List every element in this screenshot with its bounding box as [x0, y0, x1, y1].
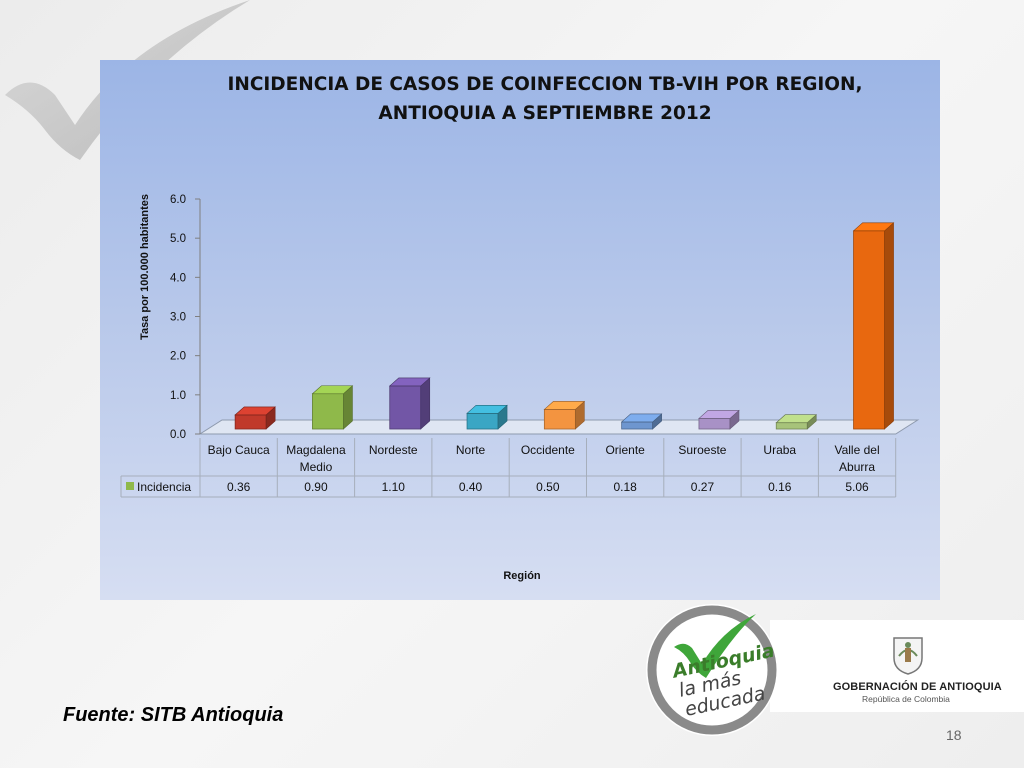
antioquia-badge-logo: Antioquia la más educada [646, 604, 778, 736]
data-value-label: 1.10 [382, 480, 406, 494]
x-category-label: Magdalena [286, 443, 346, 457]
x-category-label: Norte [456, 443, 486, 457]
source-note: Fuente: SITB Antioquia [63, 704, 284, 726]
x-category-label: Oriente [605, 443, 645, 457]
x-category-label: Suroeste [678, 443, 726, 457]
y-tick-label: 4.0 [170, 272, 186, 284]
y-tick-label: 3.0 [170, 312, 186, 324]
x-category-label: Uraba [763, 443, 796, 457]
bar-top [543, 401, 586, 410]
bar-top [620, 413, 663, 423]
x-category-label: Occidente [521, 443, 575, 457]
bar [389, 385, 422, 430]
government-seal-icon [893, 637, 923, 675]
bar [466, 412, 499, 430]
bar-side [420, 377, 431, 430]
data-value-label: 5.06 [845, 480, 869, 494]
y-tick-label: 1.0 [170, 390, 186, 402]
data-value-label: 0.16 [768, 480, 792, 494]
bar [853, 230, 885, 430]
chart-title-line-1: INCIDENCIA DE CASOS DE COINFECCION TB-VI… [227, 74, 863, 95]
government-name: GOBERNACIÓN DE ANTIOQUIA [833, 681, 1002, 693]
data-value-label: 0.90 [304, 480, 328, 494]
x-category-label: Valle del [834, 443, 879, 457]
bar [543, 409, 576, 430]
bar [698, 418, 731, 430]
bar-top [388, 377, 431, 387]
y-tick-label: 0.0 [170, 429, 186, 441]
data-value-label: 0.40 [459, 480, 483, 494]
x-category-label: Medio [300, 460, 333, 474]
legend-series-name: Incidencia [137, 480, 191, 494]
data-value-label: 0.36 [227, 480, 251, 494]
data-value-label: 0.18 [613, 480, 637, 494]
x-category-label: Bajo Cauca [208, 443, 270, 457]
x-category-label: Aburra [839, 460, 875, 474]
bar [312, 393, 344, 430]
chart-panel [100, 60, 940, 600]
bar-top [698, 410, 740, 419]
page-number: 18 [946, 727, 962, 743]
bar-top [311, 385, 354, 395]
government-subtitle: República de Colombia [862, 694, 950, 704]
y-tick-label: 5.0 [170, 233, 186, 245]
chart-title: INCIDENCIA DE CASOS DE COINFECCION TB-VI… [100, 70, 940, 128]
bar-top [775, 414, 818, 424]
bar [775, 422, 808, 430]
y-tick-label: 6.0 [170, 194, 186, 206]
data-value-label: 0.50 [536, 480, 560, 494]
chart-title-line-2: ANTIOQUIA A SEPTIEMBRE 2012 [378, 103, 712, 124]
legend-swatch [126, 482, 134, 490]
bar-top [466, 405, 508, 414]
bar-top [234, 406, 276, 416]
y-axis-title: Tasa por 100.000 habitantes [139, 194, 151, 340]
bar-side [884, 222, 894, 430]
y-tick-label: 2.0 [170, 351, 186, 363]
bar-top [852, 222, 895, 232]
data-value-label: 0.27 [691, 480, 715, 494]
bar [234, 414, 267, 430]
x-category-label: Nordeste [369, 443, 418, 457]
x-axis-title: Región [503, 570, 541, 582]
bar [621, 421, 654, 430]
